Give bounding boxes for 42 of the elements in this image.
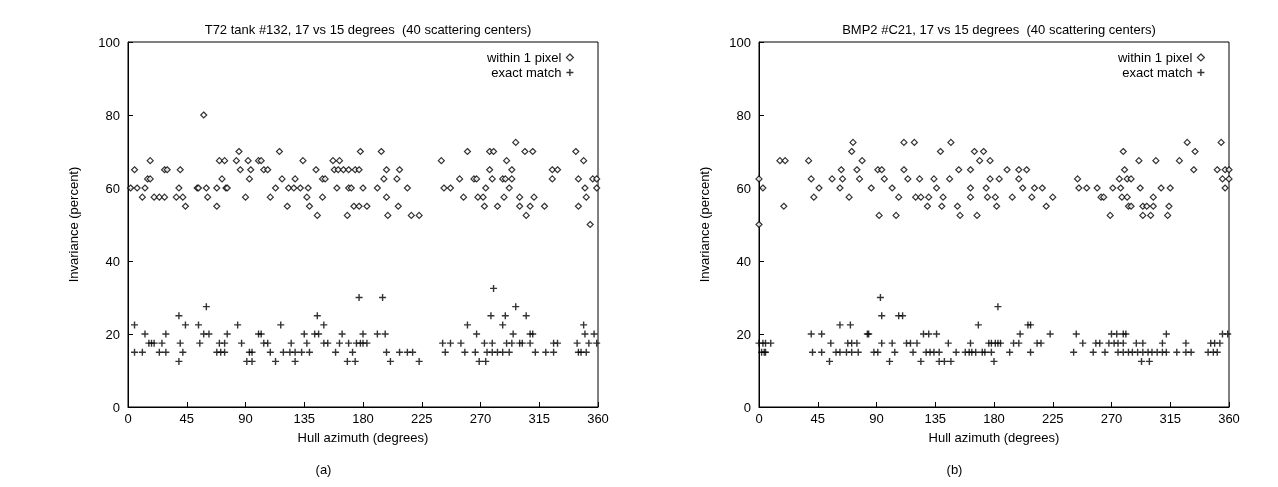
- x-tick-label: 315: [528, 411, 551, 426]
- x-tick-label: 180: [983, 411, 1005, 426]
- legend-label: exact match: [491, 65, 562, 80]
- x-tick-label: 0: [755, 411, 763, 426]
- chart-title: T72 tank #132, 17 vs 15 degrees (40 scattering centers): [204, 22, 532, 37]
- text: (a): [315, 462, 332, 477]
- y-axis-title: Invariance (percent): [697, 166, 712, 283]
- y-tick-label: 60: [736, 180, 751, 196]
- x-tick-label: 315: [1159, 411, 1182, 426]
- x-tick-label: 90: [869, 411, 884, 426]
- x-tick-label: 360: [587, 411, 609, 426]
- x-tick-label: 270: [469, 411, 492, 426]
- y-tick-label: 20: [736, 326, 751, 342]
- x-tick-label: 225: [1041, 411, 1064, 426]
- y-tick-label: 100: [98, 34, 120, 50]
- x-tick-label: 135: [924, 411, 947, 426]
- y-axis-title: Invariance (percent): [66, 166, 81, 283]
- text: (b): [946, 462, 963, 477]
- x-tick-label: 225: [410, 411, 433, 426]
- y-tick-label: 60: [105, 180, 120, 196]
- chart-title: BMP2 #C21, 17 vs 15 degrees (40 scattering centers): [842, 22, 1156, 37]
- y-tick-label: 100: [729, 34, 751, 50]
- y-tick-label: 0: [112, 399, 120, 415]
- x-tick-label: 45: [179, 411, 194, 426]
- legend-label: within 1 pixel: [485, 50, 562, 65]
- x-tick-label: 360: [1218, 411, 1240, 426]
- x-tick-label: 180: [352, 411, 374, 426]
- y-tick-label: 40: [736, 253, 751, 269]
- y-tick-label: 0: [743, 399, 751, 415]
- y-tick-label: 40: [105, 253, 120, 269]
- legend-label: exact match: [1122, 65, 1193, 80]
- x-axis-title: Hull azimuth (degrees): [297, 430, 429, 445]
- legend-label: within 1 pixel: [1116, 50, 1193, 65]
- x-tick-label: 0: [124, 411, 132, 426]
- y-tick-label: 20: [105, 326, 120, 342]
- x-tick-label: 270: [1100, 411, 1123, 426]
- x-tick-label: 45: [810, 411, 825, 426]
- x-axis-title: Hull azimuth (degrees): [928, 430, 1060, 445]
- x-tick-label: 135: [293, 411, 316, 426]
- y-tick-label: 80: [736, 107, 751, 123]
- x-tick-label: 90: [238, 411, 253, 426]
- y-tick-label: 80: [105, 107, 120, 123]
